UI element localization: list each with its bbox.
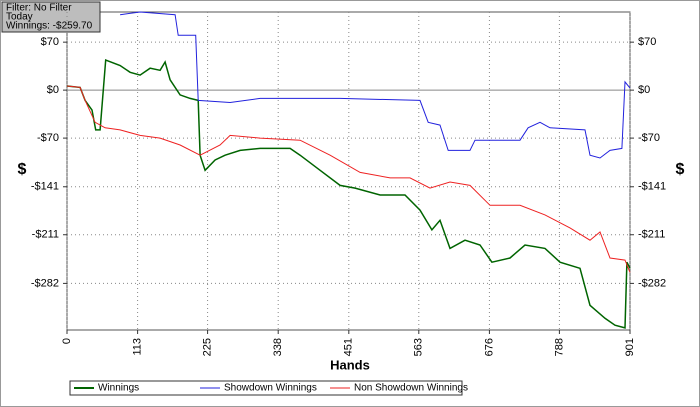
y2-tick-label: $70 bbox=[638, 36, 656, 48]
x-tick-label: 788 bbox=[553, 338, 565, 356]
series-line bbox=[120, 11, 631, 159]
x-tick-label: 901 bbox=[624, 338, 636, 356]
info-period: Today bbox=[6, 12, 33, 23]
info-winnings: Winnings: -$259.70 bbox=[6, 21, 93, 32]
legend-label: Showdown Winnings bbox=[224, 383, 317, 394]
legend-label: Winnings bbox=[98, 383, 139, 394]
y2-tick-label: -$141 bbox=[638, 181, 666, 193]
y-tick-label: $70 bbox=[41, 36, 59, 48]
plot-area bbox=[66, 11, 631, 331]
x-tick-label: 338 bbox=[272, 338, 284, 356]
y-tick-label: -$70 bbox=[37, 132, 59, 144]
y-tick-label: -$211 bbox=[32, 229, 59, 241]
x-tick-label: 676 bbox=[483, 338, 495, 356]
y-axis-label: $ bbox=[18, 161, 27, 178]
y2-tick-label: -$282 bbox=[638, 277, 666, 289]
series-line bbox=[66, 58, 631, 329]
x-axis-label: Hands bbox=[330, 357, 370, 372]
y-tick-label: -$141 bbox=[31, 181, 59, 193]
legend bbox=[69, 380, 463, 396]
x-tick-label: 451 bbox=[343, 338, 355, 356]
y2-axis-label: $ bbox=[676, 161, 685, 178]
x-tick-label: 563 bbox=[413, 338, 425, 356]
x-tick-label: 0 bbox=[61, 338, 73, 344]
y2-tick-label: -$211 bbox=[638, 229, 665, 241]
info-box bbox=[1, 1, 101, 33]
y2-tick-label: -$70 bbox=[638, 132, 660, 144]
series-line bbox=[66, 85, 631, 273]
x-tick-label: 225 bbox=[202, 338, 214, 356]
x-tick-label: 113 bbox=[132, 338, 144, 356]
info-filter: Filter: No Filter bbox=[6, 3, 72, 14]
y2-tick-label: $0 bbox=[638, 84, 650, 96]
legend-label: Non Showdown Winnings bbox=[354, 383, 468, 394]
y-tick-label: -$282 bbox=[31, 277, 59, 289]
y-tick-label: $0 bbox=[47, 84, 59, 96]
